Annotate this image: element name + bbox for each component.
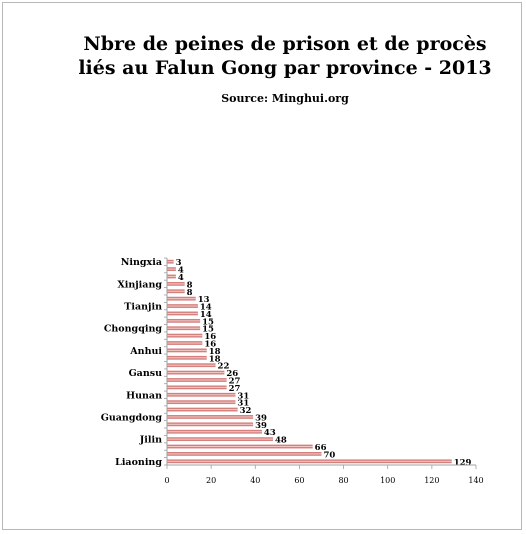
x-tick-label: 20 <box>206 476 216 485</box>
axis-layer: 0 20 40 60 80 100 120 140 <box>164 257 484 485</box>
x-tick-label: 100 <box>380 476 395 485</box>
category-label: Gansu <box>129 368 163 379</box>
bar-highlight <box>167 372 225 374</box>
data-label: 32 <box>240 406 252 416</box>
bar-highlight <box>167 335 203 337</box>
data-label: 14 <box>200 303 212 313</box>
category-label: Tianjin <box>124 302 162 313</box>
bar-highlight <box>167 320 201 322</box>
x-tick-label: 140 <box>468 476 483 485</box>
bar-highlight <box>167 401 236 403</box>
data-label: 16 <box>204 340 216 350</box>
bar-highlight <box>167 386 227 388</box>
data-label: 39 <box>255 421 267 431</box>
category-label: Jilin <box>139 435 162 446</box>
chart-frame <box>2 2 522 530</box>
data-label: 15 <box>202 325 214 335</box>
data-label: 8 <box>187 280 193 290</box>
data-label: 15 <box>202 317 214 327</box>
bar-highlight <box>167 312 198 314</box>
x-tick-label: 120 <box>424 476 439 485</box>
data-labels-layer: 1297066484339393231312727262218181616151… <box>176 258 472 468</box>
data-label: 27 <box>229 376 241 386</box>
bar-highlight <box>167 349 207 351</box>
x-tick-label: 60 <box>294 476 304 485</box>
bar-highlight <box>167 342 203 344</box>
category-label: Guangdong <box>101 412 163 423</box>
data-label: 39 <box>255 413 267 423</box>
data-label: 18 <box>209 354 221 364</box>
bar-highlight <box>167 283 185 285</box>
bar-highlight <box>167 298 196 300</box>
bar-highlight <box>167 261 174 263</box>
chart-title-line-1: Nbre de peines de prison et de procès <box>83 33 487 55</box>
bar-highlight <box>167 394 236 396</box>
bar-highlight <box>167 453 322 455</box>
category-labels-layer: Liaoning Jilin Guangdong Hunan Gansu Anhui Cho… <box>101 257 163 468</box>
data-label: 8 <box>187 288 193 298</box>
bar-highlight <box>167 275 176 277</box>
data-label: 14 <box>200 310 212 320</box>
data-label: 70 <box>324 450 336 460</box>
x-tick-label: 0 <box>164 476 169 485</box>
bar-highlight <box>167 409 238 411</box>
data-label: 22 <box>218 362 230 372</box>
bar-highlight <box>167 357 207 359</box>
bar-highlight <box>167 460 452 462</box>
data-label: 43 <box>264 428 276 438</box>
bar-highlight <box>167 438 273 440</box>
bar-highlight <box>167 379 227 381</box>
x-tick-label: 80 <box>338 476 348 485</box>
category-label: Liaoning <box>115 457 162 468</box>
data-label: 31 <box>237 399 249 409</box>
data-label: 4 <box>178 273 184 283</box>
category-label: Ningxia <box>121 257 162 268</box>
data-label: 26 <box>226 369 238 379</box>
data-label: 48 <box>275 436 287 446</box>
bar-highlight <box>167 305 198 307</box>
bar-highlight <box>167 446 313 448</box>
data-label: 4 <box>178 266 184 276</box>
category-label: Chongqing <box>104 324 163 335</box>
bar-highlight <box>167 290 185 292</box>
data-label: 13 <box>198 295 210 305</box>
category-label: Anhui <box>129 346 162 357</box>
x-tick-label: 40 <box>250 476 260 485</box>
bar-highlight <box>167 431 262 433</box>
data-label: 129 <box>454 458 472 468</box>
data-label: 31 <box>237 391 249 401</box>
chart-title-line-2: liés au Falun Gong par province - 2013 <box>78 57 492 79</box>
chart-subtitle: Source: Minghui.org <box>221 92 349 105</box>
data-label: 3 <box>176 258 182 268</box>
data-label: 18 <box>209 347 221 357</box>
data-label: 66 <box>315 443 327 453</box>
bar-highlight <box>167 416 254 418</box>
data-label: 16 <box>204 332 216 342</box>
bars-layer <box>167 259 452 464</box>
bar-highlight <box>167 268 176 270</box>
bar-highlight <box>167 327 201 329</box>
data-label: 27 <box>229 384 241 394</box>
category-label: Hunan <box>126 390 162 401</box>
bar-highlight <box>167 364 216 366</box>
bar-highlight <box>167 423 254 425</box>
category-label: Xinjiang <box>117 279 162 290</box>
